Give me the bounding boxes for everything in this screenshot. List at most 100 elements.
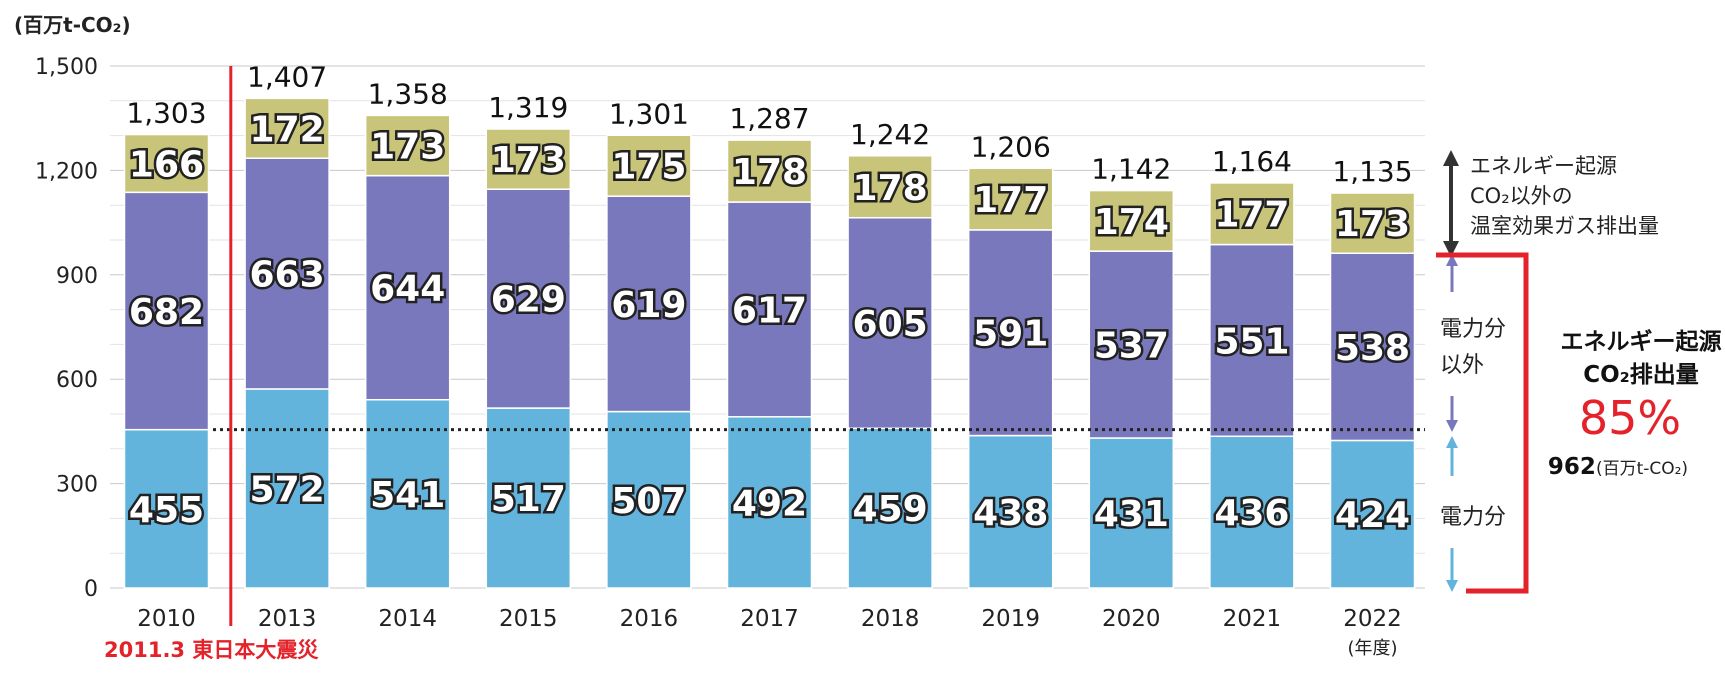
bar-group-2019: 438 591 177 1,206 (967, 130, 1054, 589)
energy-title-1: エネルギー起源 (1561, 329, 1722, 355)
bar-group-2021: 436 551 177 1,164 (1209, 145, 1295, 589)
electric-arrow-down-icon (1446, 548, 1458, 592)
x-tick-label: 2020 (1102, 606, 1161, 632)
segment-value-label: 177 (973, 180, 1048, 221)
bar-group-2016: 507 619 175 1,301 (606, 97, 692, 589)
bar-segment-non_electric (485, 188, 572, 409)
bar-segment-electric (967, 434, 1054, 589)
bar-group-2010: 455 682 166 1,303 (123, 97, 210, 589)
bar-group-2017: 492 617 178 1,287 (726, 102, 813, 589)
segment-value-label: 619 (611, 285, 686, 326)
x-tick-label: 2015 (499, 606, 558, 632)
bar-segment-non_energy_ghg (1209, 182, 1295, 246)
non-energy-label-2: CO₂以外の (1470, 184, 1573, 208)
total-label: 1,142 (1091, 153, 1171, 186)
bar-segment-electric (123, 428, 210, 589)
bar-segment-non_energy_ghg (1088, 189, 1175, 252)
segment-value-label: 174 (1094, 202, 1169, 243)
segment-value-label: 173 (1335, 204, 1410, 245)
total-label: 1,287 (729, 102, 809, 135)
non-energy-label-3: 温室効果ガス排出量 (1470, 214, 1659, 238)
x-axis: 2010 2013 2014 2015 2016 2017 2018 2019 2020 2021… (137, 606, 1402, 632)
non-electric-arrow-up-icon (1446, 254, 1458, 292)
bar-segment-electric (606, 410, 692, 589)
segment-value-label: 438 (973, 493, 1048, 534)
svg-text:962(百万t-CO₂): 962(百万t-CO₂) (1548, 454, 1688, 480)
x-tick-label: 2013 (258, 606, 317, 632)
bar-segment-electric (1209, 435, 1295, 589)
electric-arrow-up-icon (1446, 436, 1458, 476)
x-tick-label: 2019 (981, 606, 1040, 632)
segment-value-label: 551 (1214, 321, 1289, 362)
y-tick-label: 300 (56, 473, 98, 498)
bar-segment-non_electric (726, 201, 813, 418)
segment-value-label: 507 (611, 481, 686, 522)
total-label: 1,206 (971, 130, 1051, 163)
segment-value-label: 436 (1214, 493, 1289, 534)
x-tick-label: 2010 (137, 606, 196, 632)
segment-value-label: 431 (1094, 494, 1169, 535)
bars: 455 682 166 1,303 572 663 172 1,407 541 644 173 1,3… (123, 60, 1416, 589)
segment-value-label: 177 (1214, 195, 1289, 236)
segment-value-label: 175 (611, 147, 686, 188)
annotations: エネルギー起源 CO₂以外の 温室効果ガス排出量 電力分 以外 電力分 エネルギ (1436, 150, 1722, 594)
bar-segment-electric (1329, 439, 1416, 589)
bar-segment-non_energy_ghg (1329, 192, 1416, 254)
bar-segment-non_electric (244, 157, 330, 390)
x-tick-label: 2016 (620, 606, 679, 632)
segment-value-label: 424 (1335, 495, 1410, 536)
total-label: 1,358 (368, 77, 448, 110)
energy-percent: 85% (1579, 391, 1681, 445)
electric-label: 電力分 (1440, 505, 1506, 530)
segment-value-label: 591 (973, 314, 1048, 355)
segment-value-label: 644 (370, 269, 445, 310)
bar-segment-electric (485, 407, 572, 589)
segment-value-label: 173 (491, 140, 566, 181)
segment-value-label: 178 (853, 168, 928, 209)
total-label: 1,135 (1332, 155, 1412, 188)
segment-value-label: 173 (370, 127, 445, 168)
bar-segment-non_electric (123, 191, 210, 431)
total-label: 1,407 (247, 60, 327, 93)
segment-value-label: 537 (1094, 326, 1169, 367)
bar-segment-non_electric (364, 174, 451, 401)
total-label: 1,242 (850, 118, 930, 151)
non-electric-label-2: 以外 (1440, 353, 1484, 378)
segment-value-label: 455 (129, 490, 204, 531)
bar-group-2018: 459 605 178 1,242 (847, 118, 933, 589)
bar-segment-non_energy_ghg (485, 128, 572, 190)
segment-value-label: 538 (1335, 328, 1410, 369)
x-tick-label: 2021 (1223, 606, 1282, 632)
non-energy-label-1: エネルギー起源 (1470, 154, 1617, 178)
total-label: 1,164 (1212, 145, 1292, 178)
bar-segment-non_electric (606, 195, 692, 413)
y-tick-label: 600 (56, 368, 98, 393)
segment-value-label: 459 (853, 489, 928, 530)
segment-value-label: 541 (370, 475, 445, 516)
y-tick-label: 900 (56, 264, 98, 289)
bar-segment-non_electric (1209, 243, 1295, 438)
total-label: 1,303 (126, 97, 206, 130)
y-axis: 0 300 600 900 1,200 1,500 (35, 55, 98, 602)
segment-value-label: 517 (491, 479, 566, 520)
total-label: 1,301 (609, 97, 689, 130)
segment-value-label: 605 (853, 304, 928, 345)
segment-value-label: 663 (250, 255, 325, 296)
x-tick-label: 2022 (1343, 606, 1402, 632)
y-tick-label: 1,200 (35, 159, 98, 184)
non-electric-label-1: 電力分 (1440, 317, 1506, 342)
x-tick-label: 2014 (378, 606, 437, 632)
y-tick-label: 1,500 (35, 55, 98, 80)
bar-segment-non_energy_ghg (847, 155, 933, 219)
segment-value-label: 629 (491, 280, 566, 321)
segment-value-label: 617 (732, 290, 807, 331)
bar-segment-electric (726, 416, 813, 589)
segment-value-label: 682 (129, 292, 204, 333)
non-electric-arrow-down-icon (1446, 396, 1458, 432)
segment-value-label: 178 (732, 152, 807, 193)
bar-segment-non_energy_ghg (244, 97, 330, 159)
x-tick-label: 2017 (740, 606, 799, 632)
bar-group-2020: 431 537 174 1,142 (1088, 153, 1175, 589)
segment-value-label: 572 (250, 469, 325, 510)
